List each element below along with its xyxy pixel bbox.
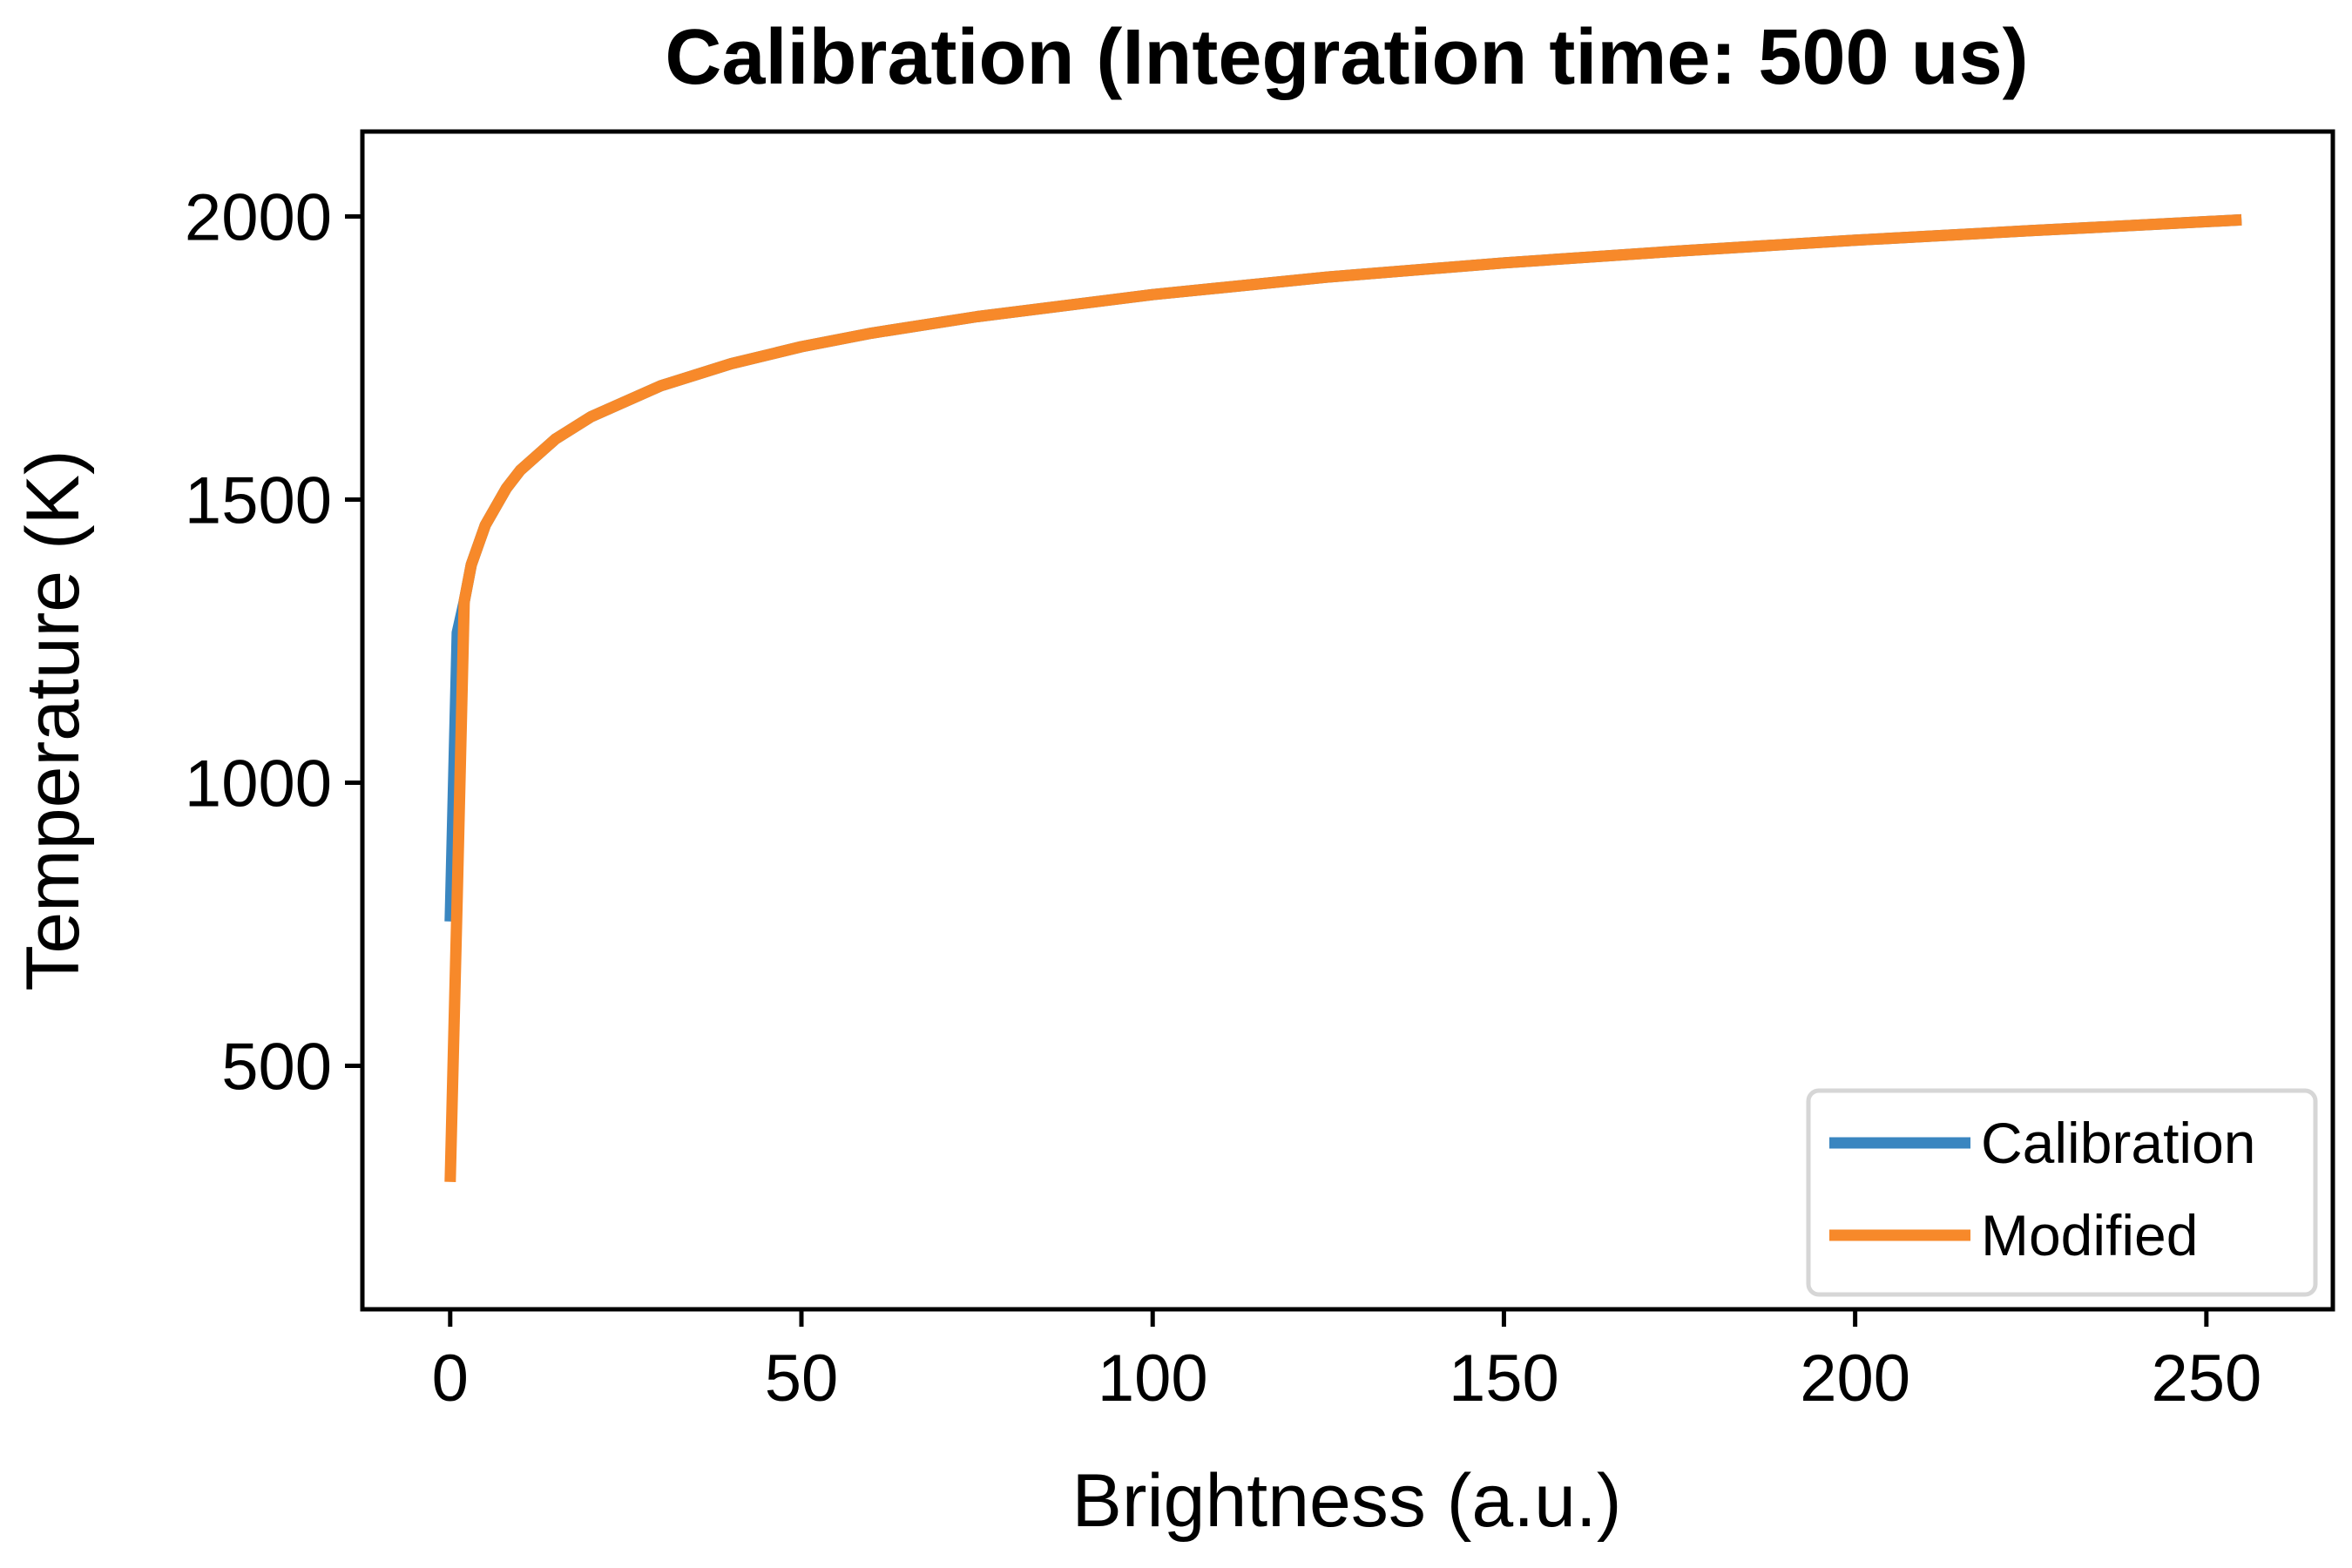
x-tick-label: 250 [2151, 1342, 2261, 1416]
x-axis-label: Brightness (a.u.) [1072, 1459, 1622, 1543]
x-tick-label: 100 [1098, 1342, 1208, 1416]
chart-title: Calibration (Integration time: 500 us) [665, 14, 2028, 101]
series-line-modified [444, 213, 2242, 1182]
y-tick-label: 1500 [185, 464, 332, 538]
y-axis-label: Temperature (K) [11, 449, 95, 990]
series-line-calibration [444, 213, 2242, 922]
plot-frame [360, 129, 2335, 1312]
y-tick-label: 500 [221, 1031, 332, 1105]
legend-label-modified: Modified [1981, 1203, 2198, 1267]
x-tick-label: 200 [1800, 1342, 1910, 1416]
y-tick-label: 2000 [185, 181, 332, 255]
x-tick-label: 0 [432, 1342, 469, 1416]
x-tick-label: 150 [1449, 1342, 1559, 1416]
legend: Calibration Modified [1806, 1088, 2318, 1297]
y-axis: 500 1000 1500 2000 [185, 181, 362, 1105]
y-tick-label: 1000 [185, 747, 332, 821]
x-axis: 0 50 100 150 200 250 [432, 1309, 2261, 1416]
x-tick-label: 50 [765, 1342, 839, 1416]
plot-area [360, 129, 2335, 1312]
legend-label-calibration: Calibration [1981, 1111, 2256, 1175]
